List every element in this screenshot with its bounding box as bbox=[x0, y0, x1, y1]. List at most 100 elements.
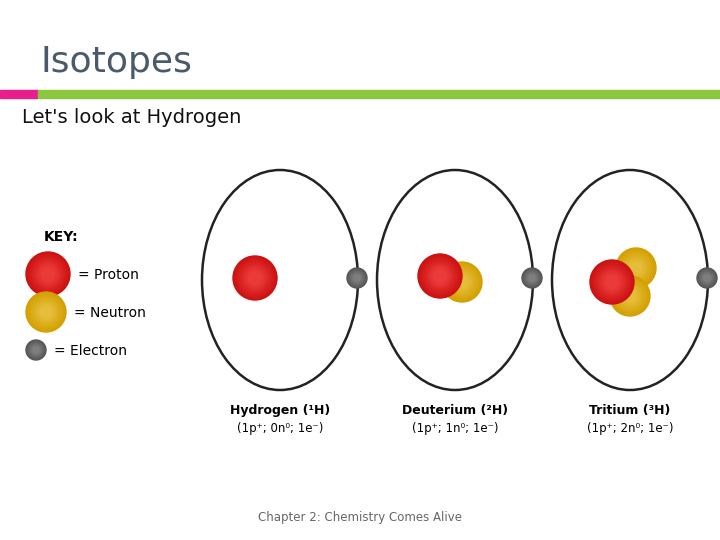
Text: = Electron: = Electron bbox=[54, 344, 127, 358]
Bar bbox=[38, 90, 720, 98]
Circle shape bbox=[348, 270, 365, 286]
Circle shape bbox=[630, 262, 642, 274]
Circle shape bbox=[523, 269, 541, 287]
Circle shape bbox=[595, 266, 629, 298]
Circle shape bbox=[32, 346, 40, 354]
Circle shape bbox=[243, 266, 267, 291]
Circle shape bbox=[526, 272, 539, 285]
Circle shape bbox=[33, 299, 59, 325]
Circle shape bbox=[444, 264, 480, 300]
Circle shape bbox=[525, 271, 539, 285]
Circle shape bbox=[698, 270, 715, 286]
Circle shape bbox=[33, 347, 39, 353]
Circle shape bbox=[700, 271, 714, 285]
Text: (1p⁺; 0n⁰; 1e⁻): (1p⁺; 0n⁰; 1e⁻) bbox=[237, 422, 323, 435]
Text: Hydrogen (¹H): Hydrogen (¹H) bbox=[230, 404, 330, 417]
Circle shape bbox=[446, 266, 479, 299]
Circle shape bbox=[348, 269, 366, 287]
Circle shape bbox=[352, 273, 361, 283]
Circle shape bbox=[610, 276, 650, 316]
Circle shape bbox=[26, 340, 46, 360]
Circle shape bbox=[616, 248, 656, 288]
Circle shape bbox=[426, 262, 454, 291]
Circle shape bbox=[422, 258, 458, 294]
Circle shape bbox=[612, 278, 648, 314]
Circle shape bbox=[37, 264, 58, 285]
Circle shape bbox=[28, 342, 44, 358]
Circle shape bbox=[237, 260, 273, 296]
Circle shape bbox=[625, 256, 647, 279]
Circle shape bbox=[529, 275, 535, 281]
Circle shape bbox=[618, 285, 642, 307]
Circle shape bbox=[623, 255, 649, 281]
Circle shape bbox=[430, 266, 451, 286]
Circle shape bbox=[454, 274, 469, 290]
Circle shape bbox=[456, 276, 468, 288]
Circle shape bbox=[27, 341, 45, 359]
Circle shape bbox=[606, 275, 618, 288]
Text: Tritium (³H): Tritium (³H) bbox=[589, 404, 671, 417]
Circle shape bbox=[233, 256, 277, 300]
Circle shape bbox=[626, 259, 646, 278]
Circle shape bbox=[452, 273, 472, 292]
Circle shape bbox=[618, 249, 654, 286]
Circle shape bbox=[704, 275, 710, 281]
Circle shape bbox=[38, 304, 54, 320]
Text: Chapter 2: Chemistry Comes Alive: Chapter 2: Chemistry Comes Alive bbox=[258, 511, 462, 524]
Circle shape bbox=[424, 260, 456, 292]
Circle shape bbox=[442, 262, 482, 302]
Circle shape bbox=[28, 294, 64, 330]
Circle shape bbox=[527, 273, 536, 283]
Circle shape bbox=[40, 266, 57, 282]
Circle shape bbox=[451, 271, 473, 293]
Circle shape bbox=[701, 272, 714, 285]
Circle shape bbox=[347, 268, 367, 288]
Circle shape bbox=[590, 260, 634, 304]
Text: (1p⁺; 2n⁰; 1e⁻): (1p⁺; 2n⁰; 1e⁻) bbox=[587, 422, 673, 435]
Text: Let's look at Hydrogen: Let's look at Hydrogen bbox=[22, 108, 241, 127]
Circle shape bbox=[29, 342, 43, 357]
Circle shape bbox=[34, 260, 63, 288]
Circle shape bbox=[616, 281, 644, 310]
Circle shape bbox=[248, 272, 261, 285]
Circle shape bbox=[601, 272, 623, 293]
Circle shape bbox=[26, 292, 66, 332]
Text: Deuterium (²H): Deuterium (²H) bbox=[402, 404, 508, 417]
Circle shape bbox=[350, 271, 364, 285]
Circle shape bbox=[619, 252, 652, 285]
Circle shape bbox=[240, 264, 269, 292]
Circle shape bbox=[621, 253, 651, 283]
Circle shape bbox=[523, 270, 540, 286]
Circle shape bbox=[621, 287, 639, 306]
Circle shape bbox=[30, 295, 63, 328]
Circle shape bbox=[624, 290, 636, 302]
Circle shape bbox=[42, 267, 55, 281]
Circle shape bbox=[40, 306, 52, 318]
Circle shape bbox=[354, 275, 360, 281]
Circle shape bbox=[447, 267, 477, 297]
Circle shape bbox=[351, 272, 363, 284]
Circle shape bbox=[698, 269, 716, 287]
Circle shape bbox=[428, 264, 452, 288]
Text: = Neutron: = Neutron bbox=[74, 306, 146, 320]
Text: (1p⁺; 1n⁰; 1e⁻): (1p⁺; 1n⁰; 1e⁻) bbox=[412, 422, 498, 435]
Circle shape bbox=[594, 264, 630, 300]
Circle shape bbox=[246, 269, 264, 287]
Circle shape bbox=[592, 262, 632, 302]
Circle shape bbox=[629, 260, 644, 276]
Circle shape bbox=[528, 274, 536, 282]
Circle shape bbox=[37, 302, 55, 321]
Circle shape bbox=[30, 343, 42, 356]
Circle shape bbox=[31, 345, 41, 355]
Circle shape bbox=[617, 283, 643, 309]
Circle shape bbox=[703, 274, 711, 282]
Circle shape bbox=[697, 268, 717, 288]
Circle shape bbox=[622, 288, 638, 303]
Circle shape bbox=[420, 256, 460, 296]
Circle shape bbox=[431, 267, 449, 285]
Circle shape bbox=[245, 267, 266, 288]
Bar bbox=[0, 90, 38, 98]
Circle shape bbox=[35, 301, 58, 323]
Circle shape bbox=[433, 269, 446, 282]
Circle shape bbox=[613, 280, 647, 313]
